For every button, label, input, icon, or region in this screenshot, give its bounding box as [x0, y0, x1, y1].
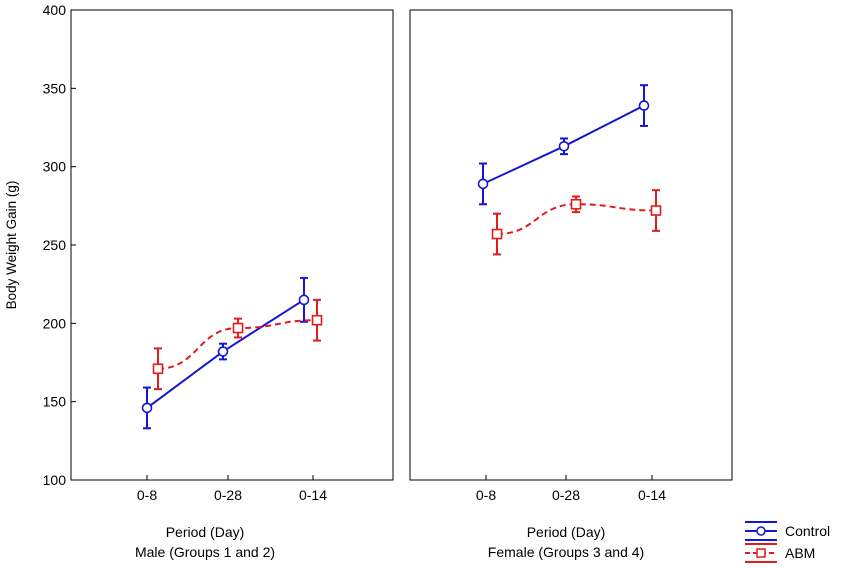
data-point — [298, 294, 310, 306]
x-tick-label: 0-14 — [638, 487, 666, 503]
data-point — [638, 100, 650, 111]
x-tick-label: 0-8 — [137, 487, 157, 503]
y-tick-label: 400 — [43, 2, 67, 18]
data-point — [152, 363, 164, 375]
data-point — [217, 346, 229, 357]
y-tick-label: 300 — [43, 159, 67, 175]
y-tick-label: 350 — [43, 80, 67, 96]
legend-item-abm: ABM — [745, 543, 815, 563]
x-tick-label: 0-28 — [214, 487, 242, 503]
data-point — [650, 205, 662, 216]
data-point — [232, 322, 244, 334]
y-tick-label: 100 — [43, 472, 67, 488]
y-axis-title: Body Weight Gain (g) — [4, 181, 19, 310]
series-abm — [152, 298, 323, 391]
data-point — [558, 141, 570, 152]
panel-2: 0-8 0-28 0-14 — [476, 84, 666, 503]
series-abm — [491, 189, 662, 256]
data-point — [570, 198, 582, 210]
legend-item-control: Control — [745, 521, 830, 541]
legend-control-label: Control — [785, 523, 830, 539]
series-control — [141, 276, 310, 430]
data-point — [491, 228, 503, 240]
x-tick-label: 0-8 — [476, 487, 496, 503]
x-tick-label: 0-28 — [552, 487, 580, 503]
male-panel-caption: Male (Groups 1 and 2) — [135, 544, 275, 560]
legend-abm-marker — [756, 548, 766, 558]
y-tick-label: 250 — [43, 237, 67, 253]
x-tick-label: 0-14 — [299, 487, 327, 503]
legend-abm-label: ABM — [785, 545, 815, 561]
legend: Control ABM — [745, 521, 830, 563]
y-tick-label: 200 — [43, 315, 67, 331]
female-x-axis-title: Period (Day) — [527, 524, 606, 540]
legend-control-marker — [756, 526, 766, 536]
panel-1: 100 150 200 250 300 350 400 0-8 0-28 0-14 — [43, 2, 328, 503]
female-panel-frame — [409, 9, 733, 481]
data-point — [141, 402, 153, 414]
data-point — [311, 314, 323, 326]
y-tick-label: 150 — [43, 394, 67, 410]
male-x-axis-title: Period (Day) — [166, 524, 245, 540]
data-point — [477, 178, 489, 190]
male-panel-frame — [70, 9, 394, 481]
series-control — [477, 84, 650, 206]
female-panel-caption: Female (Groups 3 and 4) — [488, 544, 644, 560]
